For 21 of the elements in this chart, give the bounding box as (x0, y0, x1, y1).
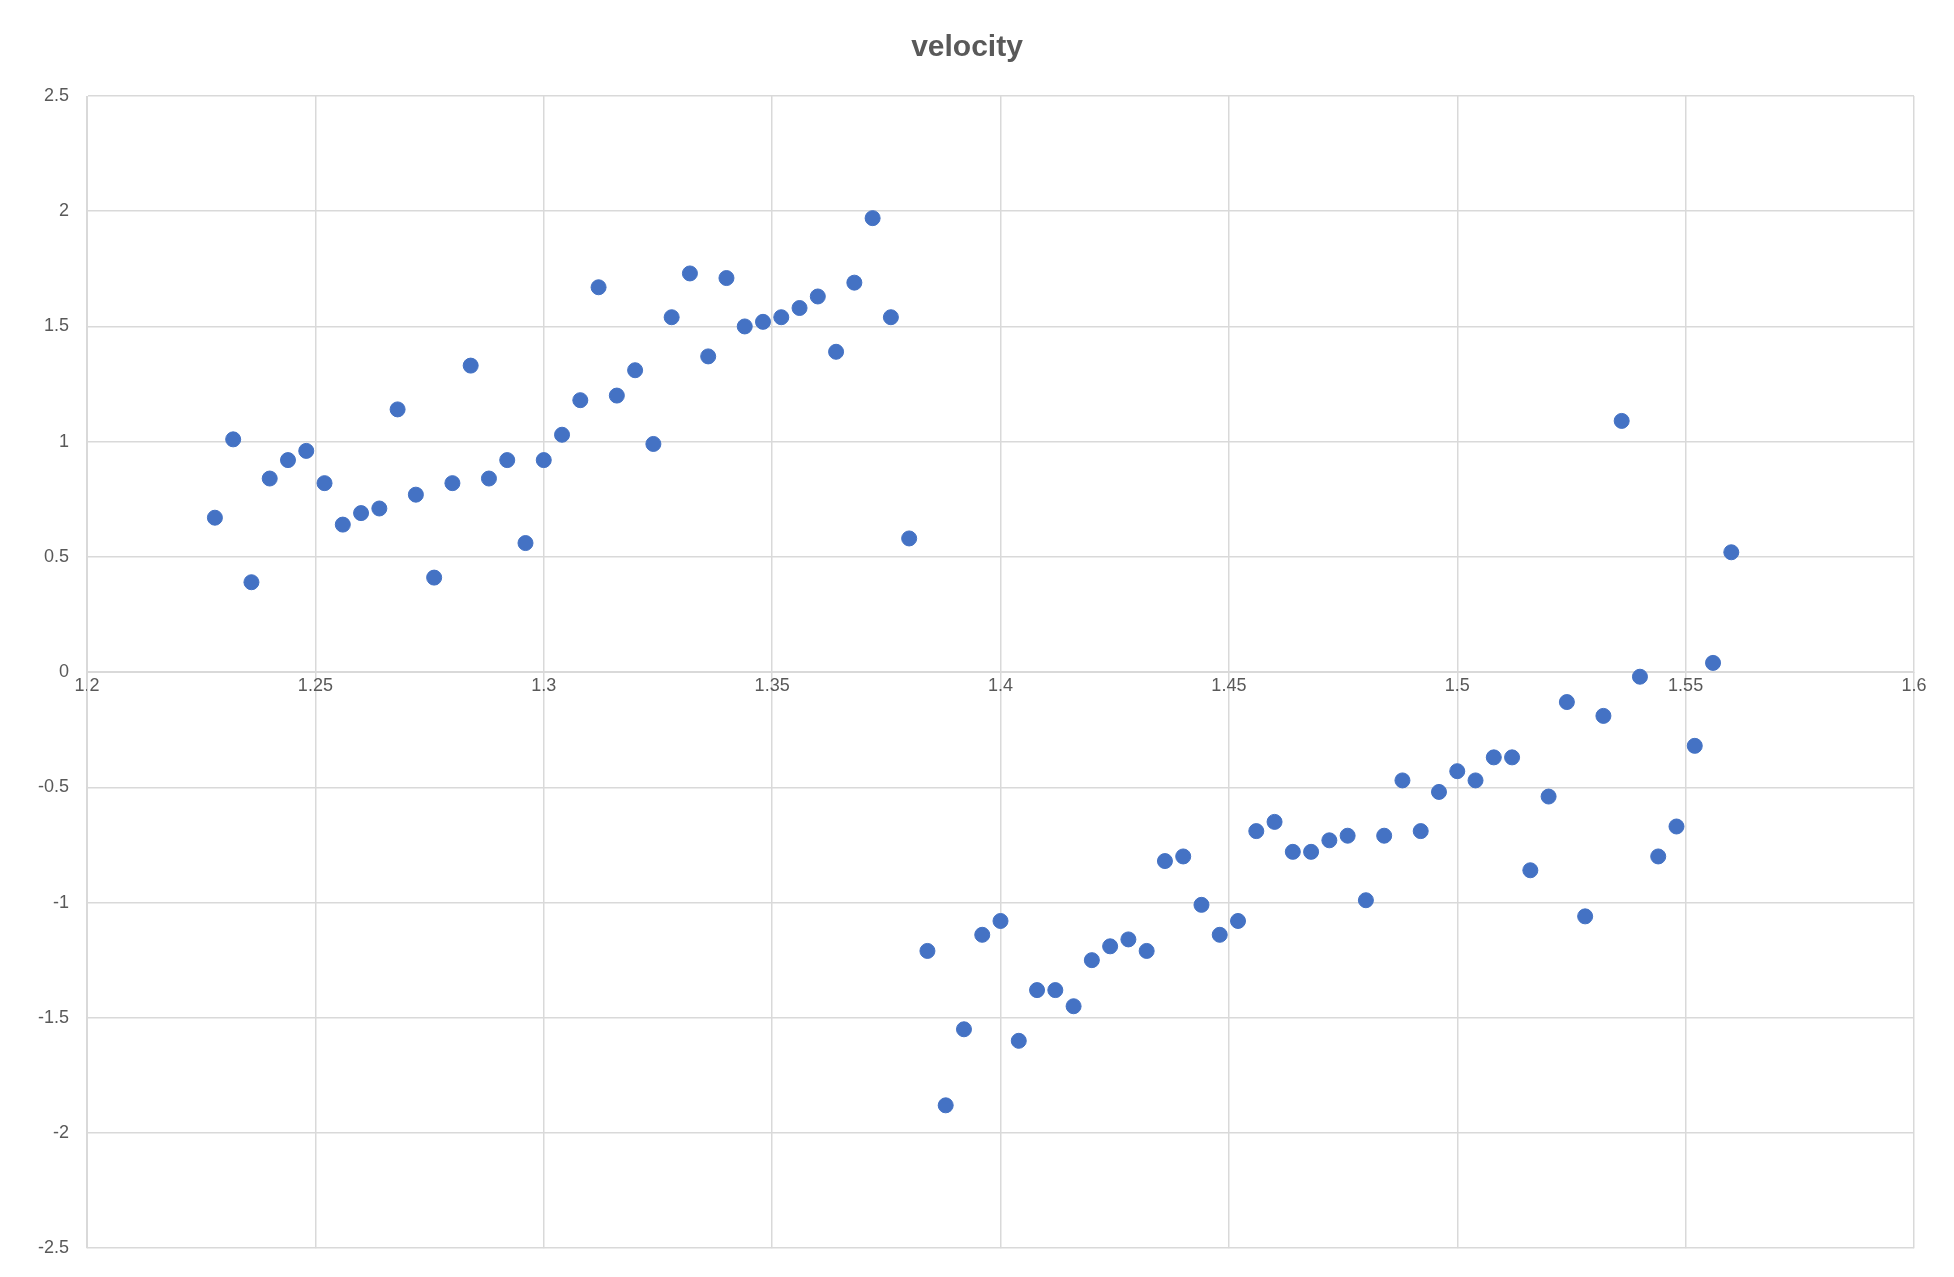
y-tick-label: 2 (59, 200, 70, 221)
x-tick-label: 1.4 (987, 674, 1014, 695)
x-tick-label: 1.45 (1211, 674, 1247, 695)
x-tick-label: 1.5 (1444, 674, 1470, 695)
y-tick-label: -2.5 (37, 1237, 70, 1258)
x-tick-label: 1.35 (754, 674, 790, 695)
x-tick-label: 1.55 (1668, 674, 1704, 695)
y-tick-label: 1 (59, 430, 70, 451)
x-tick-label: 1.3 (531, 674, 557, 695)
x-tick-label: 1.2 (74, 674, 100, 695)
y-tick-label: -0.5 (37, 776, 70, 797)
y-tick-label: -1.5 (37, 1006, 70, 1027)
y-tick-label: -2 (53, 1121, 70, 1142)
chart-title: velocity (911, 29, 1024, 63)
y-tick-label: 2.5 (43, 84, 70, 105)
y-tick-label: 1.5 (43, 315, 70, 336)
x-tick-label: 1.25 (297, 674, 333, 695)
y-tick-label: 0.5 (43, 545, 70, 566)
x-tick-label: 1.6 (1901, 674, 1927, 695)
y-tick-label: -1 (53, 891, 70, 912)
y-tick-label: 0 (59, 661, 70, 682)
